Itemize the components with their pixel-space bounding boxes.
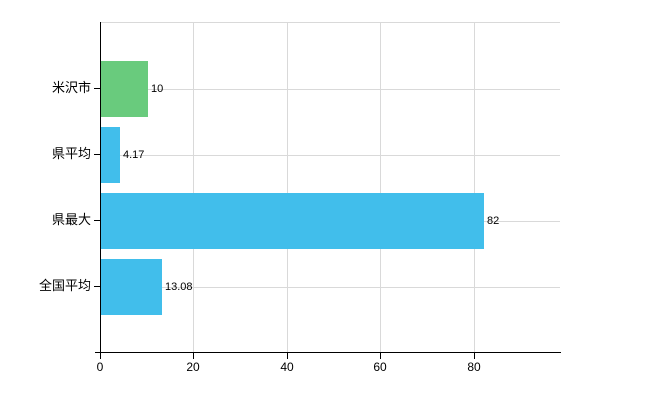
horizontal-gridline	[100, 89, 560, 90]
x-tick-label: 80	[467, 360, 481, 374]
category-label-県最大: 県最大	[51, 212, 91, 227]
x-axis-tick	[287, 353, 288, 359]
y-axis-tick	[94, 286, 100, 287]
vertical-gridline	[380, 23, 381, 353]
bar-県最大[interactable]	[101, 193, 484, 249]
horizontal-gridline	[100, 155, 560, 156]
x-axis-tick	[474, 353, 475, 359]
category-label-米沢市: 米沢市	[51, 80, 91, 95]
x-tick-label: 0	[96, 360, 104, 374]
x-tick-label: 40	[280, 360, 294, 374]
bar-米沢市[interactable]	[101, 61, 148, 117]
plot-area: 10 4.17 82 13.08	[100, 22, 560, 353]
y-axis-tick	[94, 154, 100, 155]
vertical-gridline	[193, 23, 194, 353]
bar-value-label: 13.08	[165, 281, 193, 293]
bar-value-label: 10	[151, 83, 164, 95]
x-axis-tick	[193, 353, 194, 359]
y-axis-line	[100, 22, 101, 353]
x-tick-label: 60	[373, 360, 387, 374]
x-axis-tick	[380, 353, 381, 359]
vertical-gridline	[287, 23, 288, 353]
y-axis-tick	[94, 220, 100, 221]
x-axis-line	[95, 352, 561, 353]
x-axis-tick	[100, 353, 101, 359]
bar-県平均[interactable]	[101, 127, 120, 183]
bar-全国平均[interactable]	[101, 259, 162, 315]
bar-value-label: 4.17	[123, 149, 145, 161]
horizontal-gridline	[100, 287, 560, 288]
y-axis-tick	[94, 88, 100, 89]
bar-value-label: 82	[487, 215, 500, 227]
category-label-県平均: 県平均	[51, 146, 91, 161]
x-tick-label: 20	[186, 360, 200, 374]
vertical-gridline	[474, 23, 475, 353]
category-label-全国平均: 全国平均	[38, 278, 91, 293]
